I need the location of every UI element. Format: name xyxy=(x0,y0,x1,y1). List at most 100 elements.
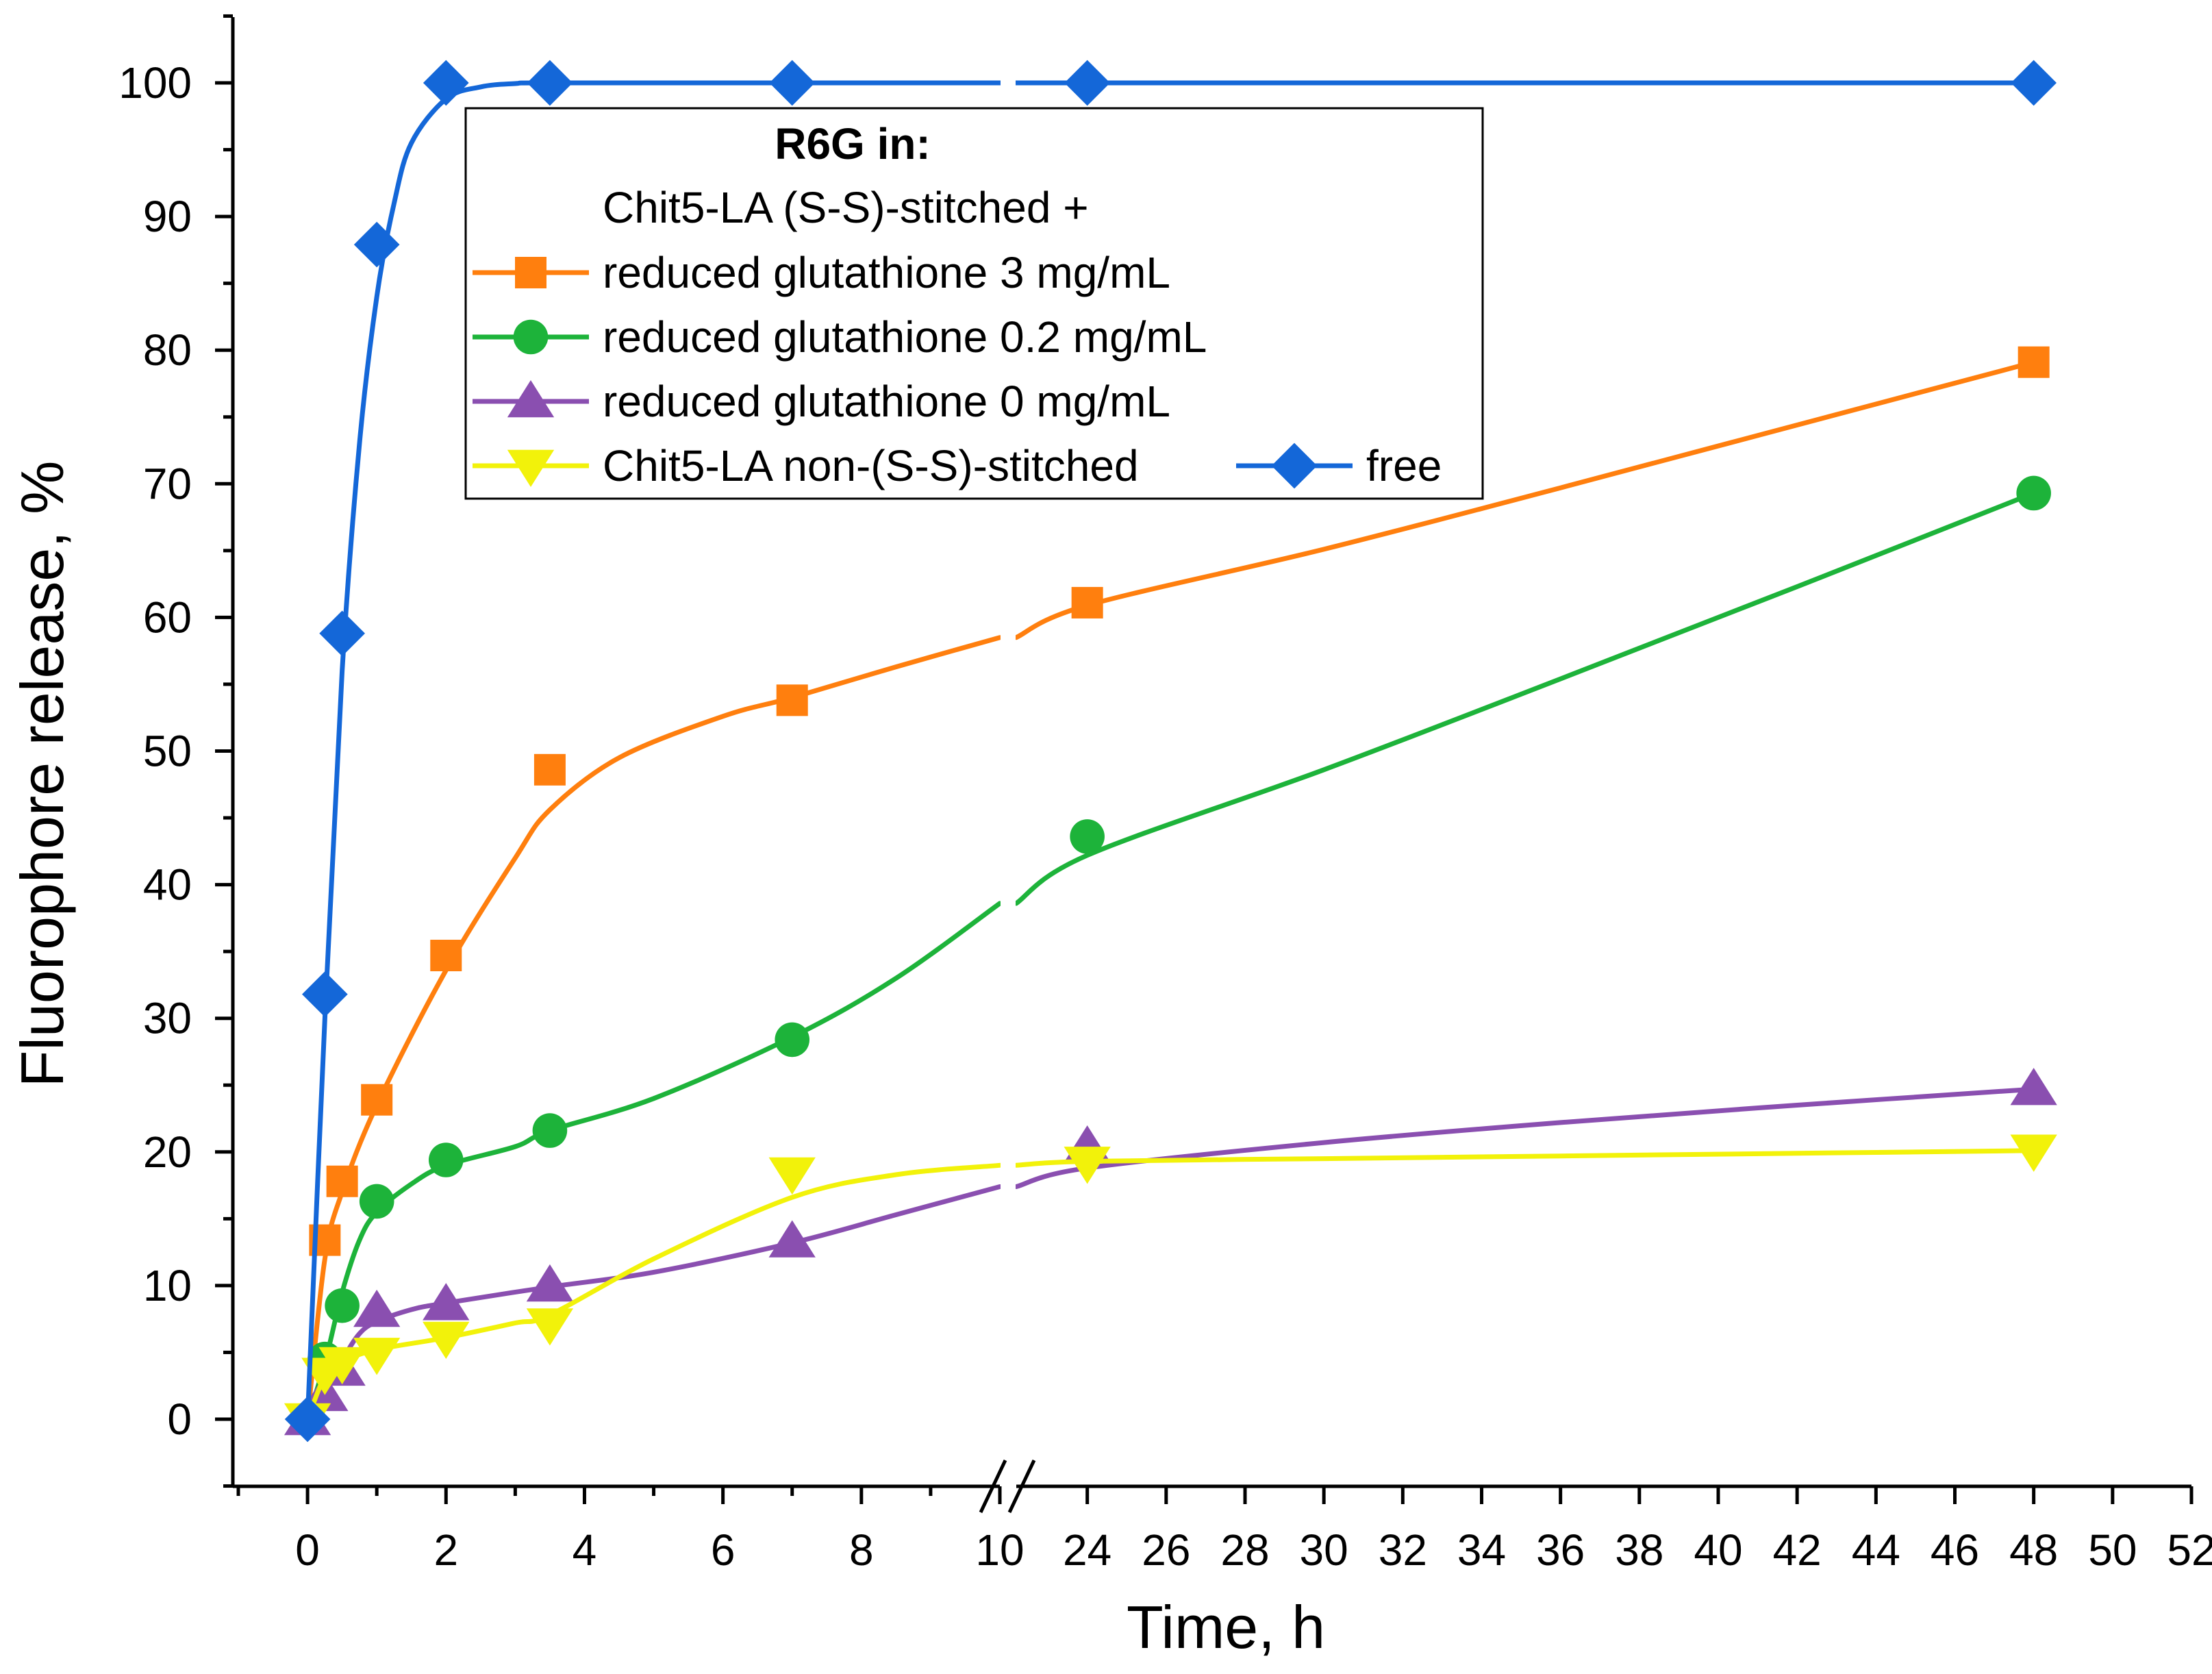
legend-marker-3 xyxy=(507,449,555,488)
legend-item-1: reduced glutathione 0.2 mg/mL xyxy=(473,312,1207,362)
data-point-2-4 xyxy=(423,1283,470,1321)
data-point-4-3 xyxy=(353,221,400,268)
x-axis-title: Time, h xyxy=(1127,1593,1325,1661)
legend-label-4: free xyxy=(1366,441,1442,490)
series-1 xyxy=(290,475,2051,1437)
series-line-2-0 xyxy=(305,1184,1003,1422)
legend-label-1: reduced glutathione 0.2 mg/mL xyxy=(603,312,1207,362)
y-tick-label-10: 100 xyxy=(118,58,192,108)
data-point-3-8 xyxy=(2010,1134,2057,1172)
x-tick-label-0-5: 10 xyxy=(975,1525,1024,1575)
legend-label-2: reduced glutathione 0 mg/mL xyxy=(603,377,1170,426)
data-point-4-1 xyxy=(302,971,348,1017)
y-tick-label-5: 50 xyxy=(143,727,192,776)
legend-marker-4 xyxy=(1271,442,1318,489)
x-tick-label-0-1: 2 xyxy=(433,1525,458,1575)
series-line-3-1 xyxy=(1014,1148,2037,1168)
data-point-4-0 xyxy=(284,1396,331,1442)
data-point-3-6 xyxy=(768,1157,816,1195)
x-tick-label-1-2: 28 xyxy=(1220,1525,1269,1575)
legend-item-4: free xyxy=(1236,441,1442,490)
y-tick-label-9: 90 xyxy=(143,192,192,241)
data-point-3-4 xyxy=(423,1321,470,1360)
legend-marker-0 xyxy=(515,257,546,288)
x-tick-label-1-10: 44 xyxy=(1852,1525,1900,1575)
legend: R6G in: Chit5-LA (S-S)-stitched + reduce… xyxy=(464,107,1484,500)
x-tick-label-1-13: 50 xyxy=(2088,1525,2137,1575)
legend-box xyxy=(464,107,1484,500)
data-point-2-5 xyxy=(526,1264,574,1302)
y-tick-label-7: 70 xyxy=(143,459,192,508)
x-tick-label-0-4: 8 xyxy=(849,1525,874,1575)
axis-break-mark-left xyxy=(979,1459,1007,1514)
legend-item-2: reduced glutathione 0 mg/mL xyxy=(473,377,1170,426)
data-point-0-3 xyxy=(361,1084,393,1116)
data-point-2-3 xyxy=(353,1289,401,1327)
legend-label-3: Chit5-LA non-(S-S)-stitched xyxy=(603,441,1139,490)
data-point-3-2 xyxy=(318,1347,366,1385)
x-tick-label-1-12: 48 xyxy=(2009,1525,2058,1575)
series-0 xyxy=(292,346,2050,1435)
legend-marker-2 xyxy=(507,379,555,418)
data-point-1-5 xyxy=(532,1113,568,1148)
data-point-2-8 xyxy=(2010,1068,2057,1105)
x-tick-label-1-1: 26 xyxy=(1142,1525,1190,1575)
y-tick-label-3: 30 xyxy=(143,994,192,1043)
x-tick-label-1-4: 32 xyxy=(1379,1525,1427,1575)
data-point-4-6 xyxy=(769,60,816,106)
x-tick-label-1-3: 30 xyxy=(1300,1525,1348,1575)
y-tick-label-6: 60 xyxy=(143,592,192,642)
series-line-2-1 xyxy=(1014,1086,2037,1189)
series-4 xyxy=(284,60,2057,1442)
legend-title: R6G in: xyxy=(775,119,931,168)
axis-break-mark-right xyxy=(1007,1459,1036,1514)
x-tick-label-1-9: 42 xyxy=(1773,1525,1822,1575)
data-point-4-8 xyxy=(2011,60,2057,106)
series-layer xyxy=(284,60,2057,1442)
data-point-0-2 xyxy=(326,1165,358,1197)
x-tick-label-0-2: 4 xyxy=(573,1525,597,1575)
x-tick-label-1-8: 40 xyxy=(1694,1525,1742,1575)
y-tick-label-0: 0 xyxy=(167,1395,192,1444)
series-line-1-1 xyxy=(1014,490,2037,906)
legend-items: reduced glutathione 3 mg/mL reduced gluta… xyxy=(473,248,1442,490)
data-point-0-7 xyxy=(1071,586,1103,619)
x-tick-label-1-11: 46 xyxy=(1931,1525,1979,1575)
data-point-1-2 xyxy=(325,1288,360,1323)
x-tick-label-1-5: 34 xyxy=(1457,1525,1506,1575)
series-line-0-0 xyxy=(305,635,1003,1422)
y-tick-label-1: 10 xyxy=(143,1261,192,1310)
series-line-3-0 xyxy=(305,1162,1003,1422)
y-tick-label-2: 20 xyxy=(143,1127,192,1177)
legend-marker-1 xyxy=(513,319,549,355)
legend-subtitle: Chit5-LA (S-S)-stitched + xyxy=(603,183,1089,232)
data-point-0-8 xyxy=(2018,346,2050,378)
data-point-4-2 xyxy=(319,610,365,657)
data-point-3-3 xyxy=(353,1338,401,1375)
x-tick-label-1-6: 36 xyxy=(1536,1525,1585,1575)
y-tick-label-4: 40 xyxy=(143,860,192,910)
data-point-3-5 xyxy=(526,1308,574,1346)
data-point-2-6 xyxy=(768,1220,816,1258)
data-point-4-4 xyxy=(423,60,469,106)
data-point-1-6 xyxy=(775,1022,810,1058)
legend-label-0: reduced glutathione 3 mg/mL xyxy=(603,248,1170,297)
x-tick-label-1-0: 24 xyxy=(1063,1525,1111,1575)
data-point-1-7 xyxy=(1070,819,1105,854)
y-axis-title: Fluorophore release, % xyxy=(8,461,76,1088)
y-tick-label-8: 80 xyxy=(143,325,192,375)
data-point-1-4 xyxy=(428,1142,464,1177)
data-point-1-3 xyxy=(359,1184,394,1219)
x-tick-label-1-7: 38 xyxy=(1615,1525,1663,1575)
x-tick-label-1-14: 52 xyxy=(2167,1525,2212,1575)
data-point-3-7 xyxy=(1064,1147,1111,1184)
legend-item-0: reduced glutathione 3 mg/mL xyxy=(473,248,1170,297)
legend-item-3: Chit5-LA non-(S-S)-stitched xyxy=(473,441,1139,490)
series-line-4-0 xyxy=(305,80,1003,1422)
data-point-0-4 xyxy=(430,940,462,972)
x-tick-label-0-3: 6 xyxy=(711,1525,736,1575)
data-point-1-8 xyxy=(2016,475,2051,511)
data-point-4-5 xyxy=(527,60,573,106)
data-point-0-5 xyxy=(533,753,566,786)
